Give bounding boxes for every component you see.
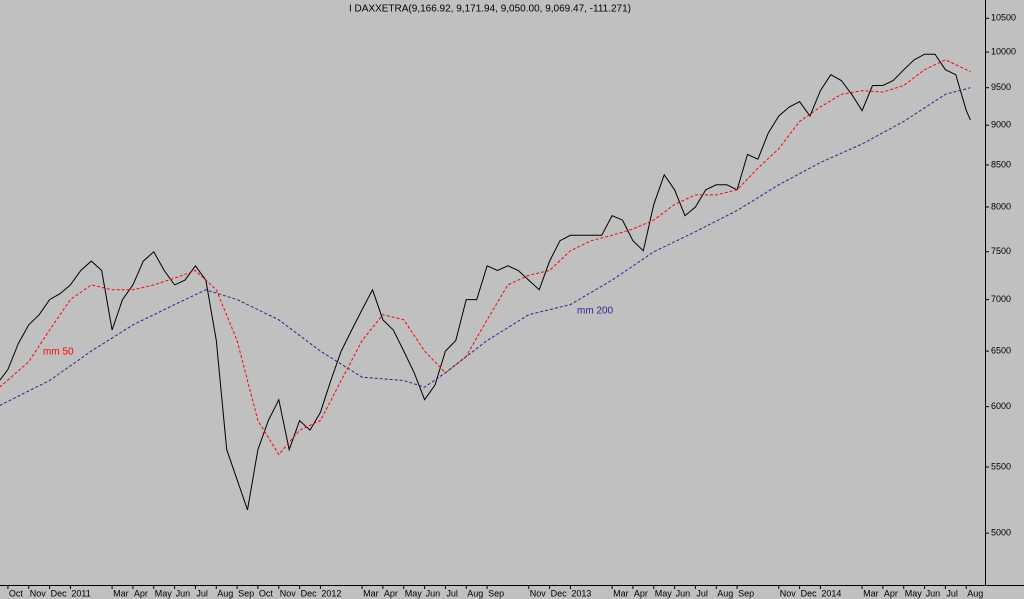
x-tick-label: Apr: [634, 588, 648, 598]
y-tick-label: 5000: [991, 528, 1011, 538]
chart-title: I DAXXETRA(9,166.92, 9,171.94, 9,050.00,…: [349, 4, 631, 15]
x-tick-label: Aug: [717, 588, 733, 598]
x-tick-label: Nov: [280, 588, 297, 598]
x-tick-label: Jun: [426, 588, 441, 598]
x-tick-label: May: [155, 588, 173, 598]
x-tick-label: 2013: [571, 588, 591, 598]
x-tick-label: Jul: [446, 588, 458, 598]
x-tick-label: Jul: [196, 588, 208, 598]
y-tick-label: 5500: [991, 461, 1011, 471]
x-tick-label: Mar: [363, 588, 379, 598]
x-tick-label: Aug: [467, 588, 483, 598]
series-line: [0, 87, 971, 406]
x-tick-label: Mar: [613, 588, 629, 598]
x-tick-label: Sep: [738, 588, 754, 598]
x-tick-label: Jul: [946, 588, 958, 598]
x-tick-label: Apr: [384, 588, 398, 598]
y-tick-label: 7000: [991, 294, 1011, 304]
x-tick-label: Sep: [238, 588, 254, 598]
x-tick-label: Oct: [9, 588, 24, 598]
y-tick-label: 9000: [991, 120, 1011, 130]
annotation: mm 50: [43, 347, 74, 358]
y-tick-label: 10500: [991, 13, 1016, 23]
series-line: [0, 59, 971, 456]
x-tick-label: 2011: [71, 588, 90, 598]
x-tick-label: Apr: [134, 588, 148, 598]
y-tick-label: 8000: [991, 201, 1011, 211]
x-tick-label: Aug: [217, 588, 233, 598]
x-tick-label: Sep: [488, 588, 504, 598]
x-tick-label: Jul: [696, 588, 708, 598]
x-tick-label: Oct: [259, 588, 274, 598]
x-tick-label: Nov: [530, 588, 547, 598]
y-tick-label: 7500: [991, 246, 1011, 256]
x-tick-label: Jun: [926, 588, 941, 598]
series-line: [0, 53, 971, 511]
y-tick-label: 9500: [991, 82, 1011, 92]
x-tick-label: Jun: [676, 588, 691, 598]
y-tick-label: 8500: [991, 159, 1011, 169]
x-tick-label: Aug: [967, 588, 983, 598]
x-tick-label: Mar: [113, 588, 129, 598]
x-tick-label: Dec: [301, 588, 318, 598]
x-tick-label: May: [405, 588, 423, 598]
x-tick-label: 2014: [821, 588, 841, 598]
x-tick-label: Dec: [551, 588, 568, 598]
y-tick-label: 10000: [991, 46, 1016, 56]
y-tick-label: 6000: [991, 401, 1011, 411]
x-tick-label: May: [905, 588, 923, 598]
annotation: mm 200: [577, 306, 614, 317]
y-tick-label: 6500: [991, 345, 1011, 355]
x-tick-label: Nov: [780, 588, 797, 598]
x-tick-label: Jun: [176, 588, 191, 598]
x-tick-label: May: [655, 588, 673, 598]
x-tick-label: Mar: [863, 588, 879, 598]
x-tick-label: Apr: [884, 588, 898, 598]
x-tick-label: 2012: [321, 588, 341, 598]
x-tick-label: Dec: [51, 588, 68, 598]
x-tick-label: Nov: [30, 588, 47, 598]
x-tick-label: Dec: [801, 588, 818, 598]
